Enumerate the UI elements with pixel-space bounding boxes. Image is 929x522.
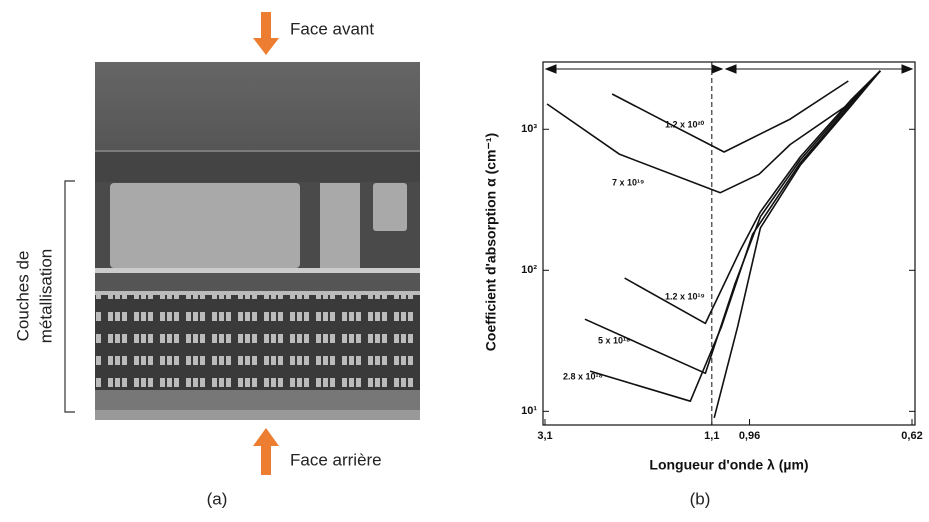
x-tick-label: 0,96 [739, 430, 760, 442]
curve-label: 5 x 10¹⁸ [598, 335, 630, 345]
x-tick-label: 3,1 [537, 430, 552, 442]
curve [624, 70, 881, 325]
curve-label: 1.2 x 10¹⁹ [665, 291, 705, 301]
arrow-down [253, 12, 279, 55]
curve-label: 2.8 x 10¹⁸ [563, 371, 603, 381]
y-axis-label: Coefficient d'absorption α (cm⁻¹) [483, 133, 499, 351]
curve-label: 1.2 x 10²⁰ [665, 119, 705, 129]
x-tick-label: 1,1 [704, 430, 719, 442]
bracket [64, 180, 75, 413]
curve [584, 70, 881, 375]
curve-label: 7 x 10¹⁹ [612, 177, 644, 187]
x-axis-label: Longueur d'onde λ (µm) [649, 457, 808, 473]
y-tick-label: 10² [521, 264, 537, 276]
plot-frame [542, 61, 916, 426]
sem-image [95, 62, 420, 420]
panel-label: (b) [690, 489, 711, 508]
y-tick-label: 10³ [521, 123, 537, 135]
curve [713, 70, 881, 418]
y-tick-label: 10¹ [521, 405, 537, 417]
curve [589, 70, 881, 402]
curve [611, 80, 849, 153]
arrow-up [253, 428, 279, 475]
range-arrows [544, 64, 914, 74]
x-tick-label: 0,62 [901, 430, 922, 442]
curve [546, 70, 881, 194]
panel-label: (a) [207, 489, 228, 508]
bracket-label: Couches de [13, 251, 32, 342]
top-arrow-label: Face avant [290, 19, 374, 38]
bracket-label: métallisation [36, 249, 55, 344]
bottom-arrow-label: Face arrière [290, 450, 382, 469]
